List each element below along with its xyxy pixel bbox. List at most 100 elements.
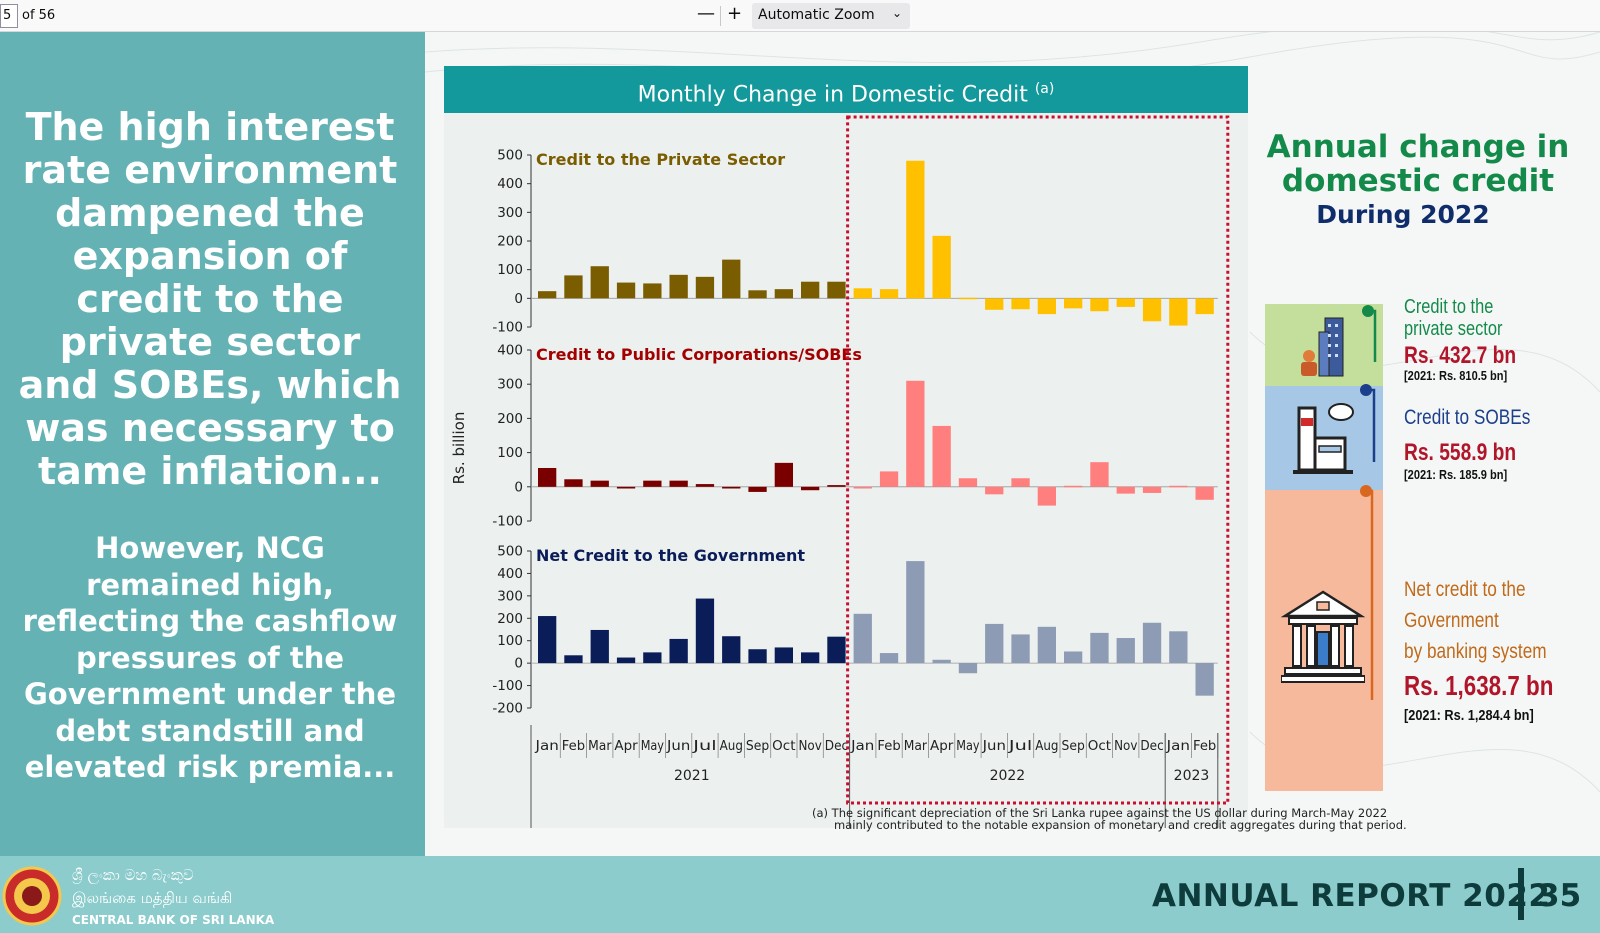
central-bank-logo — [2, 866, 62, 926]
bar — [879, 653, 899, 664]
bar — [1195, 486, 1214, 500]
factory-icon — [1293, 403, 1354, 474]
bar — [1090, 632, 1109, 664]
x-tick-label: Jan — [1166, 739, 1190, 754]
x-tick-label: Nov — [799, 739, 823, 754]
bar — [616, 282, 636, 299]
bar — [564, 655, 583, 664]
government-building-icon — [1281, 590, 1365, 683]
page-number-input[interactable]: 5 — [0, 4, 18, 28]
x-tick-label: Aug — [720, 739, 743, 754]
bar — [590, 266, 609, 299]
bar — [538, 291, 557, 299]
bar — [695, 276, 715, 299]
y-tick-label: 0 — [514, 656, 523, 672]
bar — [669, 638, 688, 664]
bar — [958, 663, 978, 674]
bar — [538, 616, 557, 664]
zoom-out-button[interactable]: — — [697, 3, 715, 24]
bar — [1142, 298, 1162, 322]
zoom-in-button[interactable]: + — [727, 3, 743, 24]
bar — [801, 486, 820, 491]
x-tick-label: Jul — [692, 739, 717, 754]
government-label-line-2: Government — [1404, 609, 1499, 632]
highlight-box — [846, 115, 1230, 805]
x-tick-label: Oct — [1088, 739, 1111, 754]
zoom-select[interactable]: Automatic Zoom ⌄ — [752, 3, 910, 29]
y-tick-label: 0 — [514, 479, 523, 495]
government-value: Rs. 1,638.7 bn — [1404, 670, 1554, 701]
private-sector-label-line-1: Credit to the — [1404, 296, 1494, 318]
bar — [1169, 631, 1188, 664]
x-tick-label: Sep — [746, 739, 769, 754]
office-building-icon — [1301, 317, 1344, 377]
x-tick-label: Jul — [1007, 739, 1032, 754]
sobe-prev-year: [2021: Rs. 185.9 bn] — [1404, 467, 1508, 482]
bank-name-english: CENTRAL BANK OF SRI LANKA — [72, 913, 275, 927]
chart-svg: 500 400 300 200 100 0 -100 Credit to the Privat… — [450, 115, 1230, 828]
y-tick-label: -100 — [492, 320, 523, 336]
sobe-block — [1265, 386, 1383, 490]
y-tick-label: -100 — [492, 514, 523, 530]
bar — [722, 636, 741, 664]
infographic-connectors — [1360, 305, 1377, 700]
x-tick-label: Nov — [1114, 739, 1138, 754]
bar — [1142, 622, 1162, 664]
bar — [827, 281, 846, 299]
chevron-down-icon: ⌄ — [891, 6, 902, 20]
private-sector-value: Rs. 432.7 bn — [1404, 342, 1517, 369]
government-block — [1265, 490, 1383, 791]
bank-name-sinhala: ශ්‍රී ලංකා මහ බැංකුව — [72, 866, 194, 884]
bar — [748, 290, 767, 299]
x-tick-label: Feb — [562, 739, 585, 754]
bar — [1037, 626, 1056, 664]
chart-title-text: Monthly Change in Domestic Credit — [637, 82, 1028, 108]
bar — [722, 259, 741, 299]
bar — [564, 479, 583, 487]
bar — [906, 561, 925, 664]
bar — [1142, 486, 1162, 493]
bar — [616, 657, 636, 664]
bar — [906, 380, 925, 487]
private-sector-label-line-2: private sector — [1404, 318, 1503, 340]
x-tick-label: Oct — [772, 739, 795, 754]
chart-title: Monthly Change in Domestic Credit (a) — [444, 66, 1248, 113]
government-label: Net credit to the Government by banking … — [1404, 574, 1547, 667]
bar — [774, 289, 793, 299]
bar — [538, 467, 557, 487]
x-tick-label: May — [641, 739, 665, 754]
bar — [1116, 486, 1135, 494]
sobe-label-line-1: Credit to SOBEs — [1404, 406, 1531, 429]
bar — [1037, 486, 1056, 506]
year-group-label: 2022 — [990, 768, 1026, 784]
page-total-label: of 56 — [22, 8, 56, 23]
government-label-line-3: by banking system — [1404, 640, 1547, 663]
panel-title: Credit to Public Corporations/SOBEs — [536, 345, 862, 364]
y-tick-label: -100 — [492, 678, 523, 694]
bar — [932, 425, 951, 487]
y-axis-label: Rs. billion — [450, 412, 468, 485]
annual-change-infographic: Annual change in domestic credit During … — [1248, 122, 1600, 822]
y-tick-label: 500 — [497, 544, 523, 560]
y-tick-label: 400 — [497, 176, 523, 192]
private-sector-prev-year: [2021: Rs. 810.5 bn] — [1404, 368, 1508, 383]
bar — [774, 647, 793, 664]
bar — [827, 636, 846, 664]
y-tick-label: 400 — [497, 343, 523, 359]
infographic-subtitle: During 2022 — [1316, 200, 1490, 229]
bar — [853, 288, 872, 299]
x-tick-label: Jun — [981, 739, 1005, 754]
panel-title: Net Credit to the Government — [536, 546, 805, 565]
y-tick-label: 300 — [497, 377, 523, 393]
sobe-label: Credit to SOBEs — [1404, 407, 1530, 429]
bar — [985, 623, 1004, 664]
x-tick-label: Dec — [825, 739, 848, 754]
x-tick-label: Apr — [614, 739, 638, 754]
bar — [643, 652, 662, 664]
bar — [1195, 298, 1214, 315]
bar — [879, 289, 899, 299]
slide-footer: ශ්‍රී ලංකා මහ බැංකුව இலங்கை மத்திய வங்கி… — [0, 856, 1600, 933]
y-tick-label: -200 — [492, 701, 523, 717]
bar — [1011, 634, 1030, 664]
y-tick-label: 300 — [497, 205, 523, 221]
